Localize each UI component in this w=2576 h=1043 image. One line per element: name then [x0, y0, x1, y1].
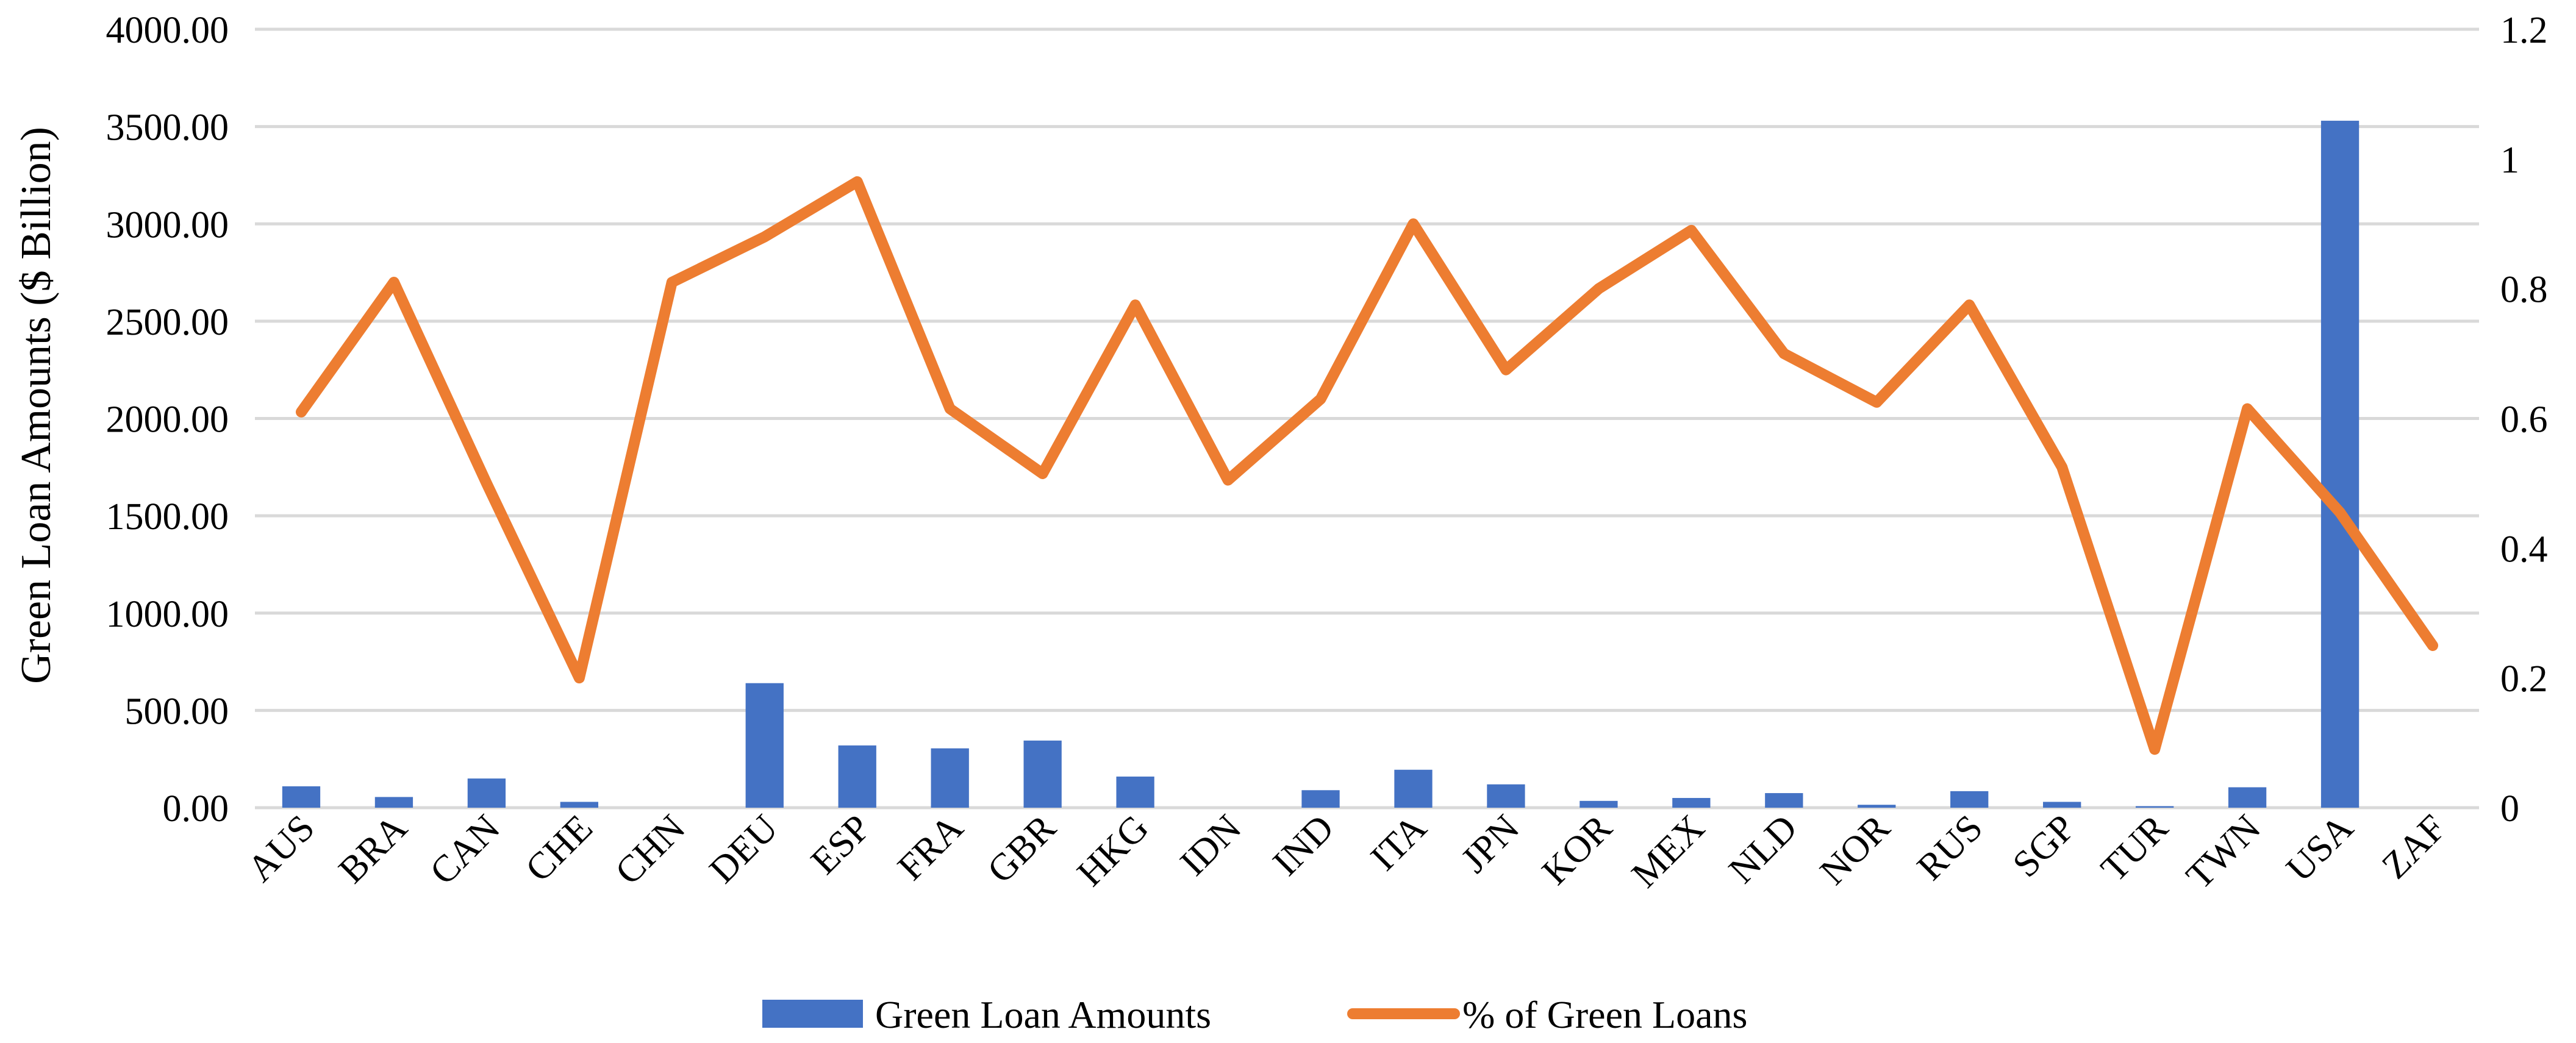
line-point-chn [671, 282, 673, 283]
bar-mex [1672, 798, 1711, 808]
line-point-zaf [2432, 644, 2434, 646]
bar-nld [1765, 793, 1803, 808]
gridlines [255, 27, 2479, 810]
x-tick-label: ZAF [2374, 807, 2454, 887]
x-tick-label: CHE [518, 807, 601, 890]
bar-ita [1394, 769, 1433, 808]
line-point-twn [2247, 408, 2249, 410]
y2-tick-label: 1 [2500, 140, 2519, 181]
bar-series [282, 121, 2360, 808]
bar-deu [745, 683, 784, 808]
bar-bra [374, 797, 413, 808]
line-point-idn [1227, 479, 1229, 481]
y-tick-label: 3500.00 [106, 107, 229, 149]
x-tick-label: NLD [1721, 807, 1805, 891]
x-tick-label: IND [1265, 807, 1342, 884]
line-point-hkg [1134, 304, 1136, 306]
legend: Green Loan Amounts % of Green Loans [762, 993, 1747, 1036]
line-point-tur [2154, 749, 2156, 750]
line-point-fra [949, 408, 951, 410]
line-point-esp [856, 181, 858, 183]
x-tick-label: KOR [1534, 806, 1620, 892]
x-tick-label: NOR [1812, 806, 1898, 892]
x-tick-label: USA [2278, 807, 2361, 890]
x-tick-label: DEU [701, 807, 785, 891]
bar-esp [838, 745, 876, 808]
bar-fra [931, 748, 969, 808]
x-tick-label: TWN [2178, 807, 2269, 897]
line-point-ita [1412, 223, 1414, 225]
y-tick-label: 1000.00 [106, 594, 229, 635]
line-point-rus [1969, 304, 1970, 306]
y-tick-label: 0.00 [163, 788, 229, 830]
line-point-ind [1320, 398, 1322, 400]
y2-tick-label: 0.4 [2500, 529, 2548, 570]
legend-swatch-green-loan-amounts [762, 1000, 863, 1028]
y2-tick-label: 0.2 [2500, 658, 2548, 700]
bar-tur [2135, 806, 2174, 808]
legend-label-pct-green-loans: % of Green Loans [1462, 993, 1747, 1036]
y-axis-label: Green Loan Amounts ($ Billion) [13, 127, 60, 684]
x-tick-label: CHN [607, 807, 693, 893]
x-tick-label: FRA [890, 807, 971, 889]
y2-tick-label: 0.8 [2500, 269, 2548, 311]
x-tick-label: SGP [2005, 807, 2084, 886]
x-tick-label: ITA [1363, 807, 1435, 879]
bar-jpn [1487, 784, 1525, 808]
y2-tick-label: 0.6 [2500, 399, 2548, 441]
line-point-gbr [1042, 472, 1043, 474]
x-tick-label: RUS [1909, 807, 1991, 888]
bar-gbr [1023, 740, 1062, 808]
x-tick-label: HKG [1069, 807, 1156, 894]
line-point-sgp [2061, 466, 2063, 468]
line-series [295, 176, 2439, 755]
x-tick-label: TUR [2093, 806, 2176, 889]
x-tick-label: CAN [422, 807, 508, 893]
line-point-can [485, 482, 487, 484]
x-tick-label: BRA [331, 807, 415, 891]
bar-che [560, 802, 599, 808]
line-point-kor [1598, 288, 1600, 290]
bar-rus [1950, 791, 1989, 808]
y-tick-label: 3000.00 [106, 204, 229, 246]
line-point-usa [2339, 511, 2341, 513]
bar-ind [1301, 790, 1340, 808]
x-tick-label: IDN [1172, 807, 1249, 884]
x-axis-ticks: AUS BRA CAN CHE CHN DEU ESP FRA GBR HKG IDN IND ITA J… [240, 806, 2454, 897]
bar-nor [1858, 805, 1896, 808]
y-tick-label: 1500.00 [106, 496, 229, 538]
y2-tick-label: 0 [2500, 788, 2519, 830]
y-tick-label: 2500.00 [106, 302, 229, 343]
x-tick-label: JPN [1453, 807, 1527, 881]
right-axis-ticks: 0 0.2 0.4 0.6 0.8 1 1.2 [2500, 10, 2548, 830]
bar-sgp [2043, 802, 2081, 808]
line-point-nld [1783, 353, 1785, 355]
line-point-jpn [1505, 369, 1507, 371]
x-tick-label: ESP [803, 807, 879, 883]
y-tick-label: 2000.00 [106, 399, 229, 441]
line-point-bra [393, 282, 395, 283]
line-pct-green-loans [295, 176, 2439, 755]
line-point-mex [1690, 229, 1692, 231]
legend-label-green-loan-amounts: Green Loan Amounts [875, 993, 1211, 1036]
y2-tick-label: 1.2 [2500, 10, 2548, 51]
bar-hkg [1116, 776, 1154, 808]
x-tick-label: GBR [979, 806, 1064, 891]
line-point-deu [764, 236, 765, 238]
line-point-che [578, 677, 580, 679]
bar-aus [282, 786, 321, 808]
left-axis-ticks: 0.00 500.00 1000.00 1500.00 2000.00 2500.00 30… [106, 10, 229, 830]
y-tick-label: 4000.00 [106, 10, 229, 51]
bar-twn [2228, 787, 2267, 808]
line-point-aus [300, 411, 302, 413]
line-point-nor [1876, 401, 1878, 403]
bar-usa [2320, 121, 2360, 808]
x-tick-label: MEX [1624, 807, 1713, 896]
bar-kor [1580, 800, 1618, 808]
bar-can [467, 778, 506, 808]
y-tick-label: 500.00 [125, 691, 229, 732]
x-tick-label: AUS [240, 807, 323, 890]
